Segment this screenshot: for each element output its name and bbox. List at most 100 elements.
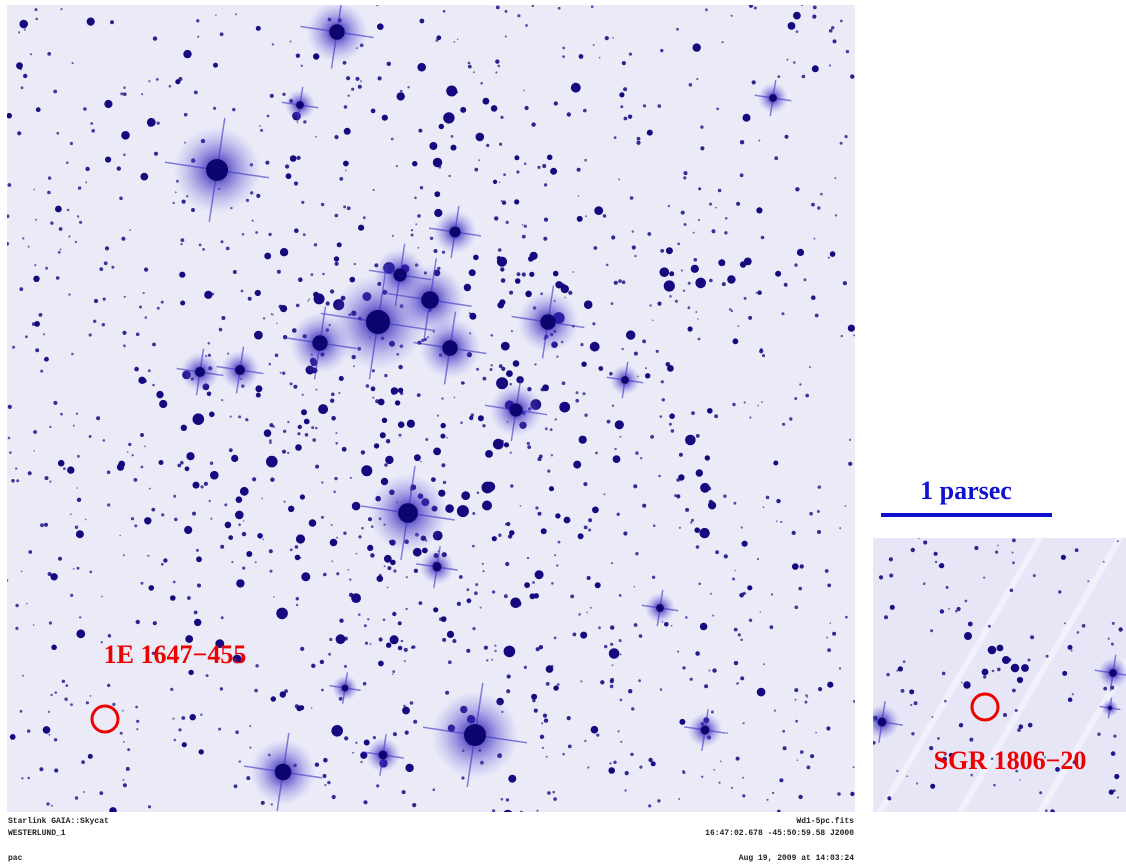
star (269, 423, 274, 428)
star (646, 129, 653, 136)
star (264, 252, 272, 260)
footer-text: Aug 19, 2009 at 14:03:24 (739, 854, 854, 863)
star (140, 465, 144, 469)
star (896, 769, 899, 773)
star (400, 639, 404, 643)
star (568, 290, 573, 295)
star (505, 798, 510, 802)
star (1058, 590, 1062, 594)
star (334, 476, 338, 481)
star (241, 233, 245, 236)
star (363, 624, 367, 628)
star (698, 582, 701, 586)
star (786, 58, 789, 61)
star (974, 545, 979, 551)
star (545, 682, 550, 686)
star (274, 353, 279, 358)
star (1113, 734, 1117, 738)
star (997, 667, 1001, 672)
star (1070, 649, 1073, 652)
star (554, 554, 557, 557)
star (289, 548, 293, 552)
star (801, 74, 806, 79)
star (913, 701, 918, 706)
star (583, 300, 593, 310)
star (759, 611, 762, 613)
star (69, 141, 73, 146)
star (213, 62, 218, 68)
star (902, 660, 906, 663)
star (53, 738, 58, 742)
star (678, 526, 682, 529)
star (205, 674, 209, 678)
star (849, 438, 852, 441)
star (19, 19, 29, 29)
star (500, 341, 510, 351)
star (294, 228, 299, 233)
star (498, 533, 502, 537)
star (429, 236, 434, 240)
star (650, 435, 654, 439)
star (610, 677, 614, 682)
star (55, 276, 60, 280)
star (351, 87, 355, 91)
star (266, 114, 270, 118)
star (467, 61, 471, 65)
star (66, 208, 70, 212)
star (525, 24, 528, 27)
star (761, 354, 766, 358)
star (655, 349, 659, 353)
star (549, 428, 553, 431)
star (203, 481, 208, 486)
star (811, 202, 815, 207)
star (60, 412, 63, 416)
star (692, 231, 695, 234)
star (847, 324, 855, 332)
star (850, 74, 855, 79)
star (443, 112, 455, 124)
star (529, 593, 536, 600)
star (1102, 560, 1105, 563)
star (697, 337, 701, 341)
star (170, 595, 176, 601)
star (716, 107, 720, 111)
star (418, 128, 423, 133)
star (897, 666, 904, 672)
star (197, 583, 201, 588)
star (682, 666, 686, 670)
star (635, 552, 639, 556)
star (39, 767, 44, 772)
star (383, 554, 392, 563)
star (773, 460, 779, 466)
star (556, 355, 559, 358)
star (119, 731, 123, 735)
star (486, 659, 489, 662)
star (355, 552, 358, 555)
star (667, 365, 674, 372)
star (273, 596, 275, 598)
star (1045, 654, 1049, 658)
star (341, 684, 349, 692)
star (1109, 669, 1117, 677)
star (213, 106, 217, 110)
star (475, 132, 485, 142)
star (111, 265, 115, 269)
star (93, 319, 97, 323)
star (531, 5, 535, 7)
star (116, 166, 122, 171)
star (310, 273, 314, 277)
star (642, 503, 647, 508)
star (334, 261, 339, 266)
star (584, 158, 587, 162)
star (566, 716, 571, 721)
star (627, 114, 633, 119)
star (294, 545, 299, 549)
star (556, 683, 560, 686)
star (748, 315, 753, 320)
star (1015, 769, 1019, 773)
star (383, 565, 386, 568)
star (96, 416, 101, 421)
star (1039, 791, 1043, 795)
star (163, 558, 168, 563)
star (596, 733, 600, 737)
